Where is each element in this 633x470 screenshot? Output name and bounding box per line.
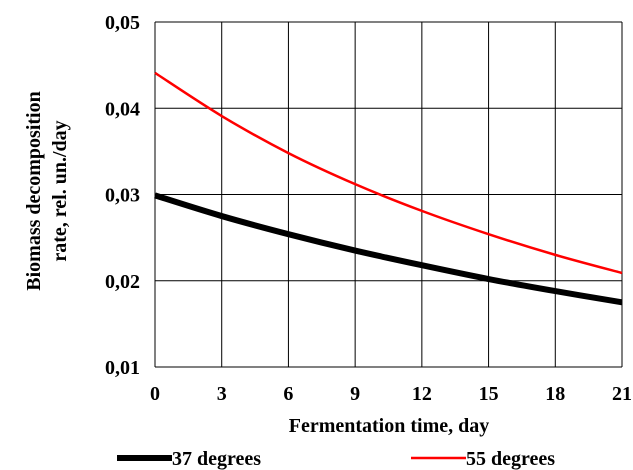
y-axis-title-line-2: rate, rel. un./day (49, 120, 71, 261)
x-tick-label: 6 (283, 383, 293, 405)
x-tick-label: 15 (479, 383, 499, 405)
legend-item-55-degrees: 55 degrees (411, 448, 555, 470)
y-axis-title-line-1: Biomass decomposition (23, 91, 45, 290)
series-line-37-degrees (154, 192, 623, 306)
x-tick-label: 12 (412, 383, 432, 405)
x-tick-label: 9 (350, 383, 360, 405)
x-tick-label: 21 (612, 383, 632, 405)
grid (154, 21, 623, 368)
legend-label-37-degrees: 37 degrees (172, 448, 261, 470)
x-tick-label: 3 (217, 383, 227, 405)
x-axis-title: Fermentation time, day (289, 415, 490, 437)
y-tick-label: 0,04 (105, 98, 140, 120)
legend-item-37-degrees: 37 degrees (117, 448, 261, 470)
x-tick-label: 18 (545, 383, 565, 405)
series-line-55-degrees (154, 71, 623, 275)
y-tick-label: 0,02 (105, 271, 140, 293)
series-lines (154, 71, 623, 306)
y-tick-label: 0,01 (105, 357, 140, 379)
x-tick-label: 0 (150, 383, 160, 405)
tick-labels: 0 3 6 9 12 15 18 21 0,01 0,02 0,03 0,04 0,05 (105, 12, 632, 405)
legend-label-55-degrees: 55 degrees (466, 448, 555, 470)
y-tick-label: 0,05 (105, 12, 140, 34)
y-axis-title: Biomass decomposition rate, rel. un./day (23, 91, 71, 290)
y-tick-label: 0,03 (105, 185, 140, 207)
legend: 37 degrees 55 degrees (117, 448, 555, 470)
